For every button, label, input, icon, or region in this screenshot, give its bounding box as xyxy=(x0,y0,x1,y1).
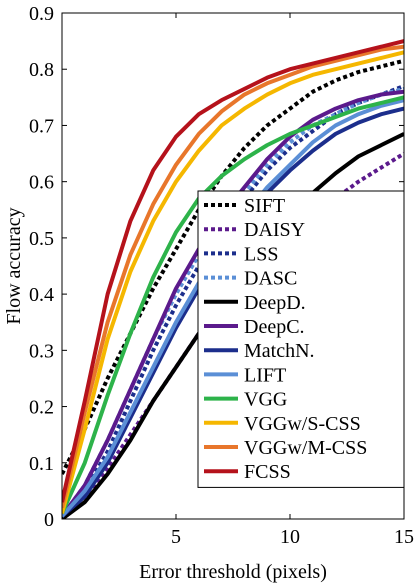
legend-label: MatchN. xyxy=(244,340,315,362)
series-line-sift xyxy=(62,58,404,475)
y-tick-label: 0.9 xyxy=(29,3,54,25)
legend-label: LSS xyxy=(244,243,278,265)
legend-label: DASC xyxy=(244,268,297,290)
y-tick-label: 0 xyxy=(44,509,54,531)
x-axis-label: Error threshold (pixels) xyxy=(139,561,327,583)
series-line-fcss xyxy=(62,39,404,503)
legend-label: DeepD. xyxy=(244,292,306,314)
x-tick-label: 5 xyxy=(171,526,181,548)
series-line-dasc xyxy=(62,86,404,518)
y-tick-label: 0.8 xyxy=(29,59,54,81)
y-tick-label: 0.6 xyxy=(29,172,54,194)
legend-box xyxy=(197,190,405,488)
y-tick-label: 0.2 xyxy=(29,397,54,419)
legend-label: DeepC. xyxy=(244,316,305,338)
y-axis-label: Flow accuracy xyxy=(3,207,25,324)
legend-label: DAISY xyxy=(244,219,305,241)
series-line-vgg xyxy=(62,95,404,515)
series-line-vggw-s-css xyxy=(62,50,404,514)
y-tick-label: 0.3 xyxy=(29,340,54,362)
y-tick-label: 0.1 xyxy=(29,453,54,475)
y-tick-label: 0.5 xyxy=(29,228,54,250)
y-tick-label: 0.7 xyxy=(29,115,54,137)
x-tick-label: 15 xyxy=(394,526,414,548)
legend-label: SIFT xyxy=(244,195,285,217)
legend-label: LIFT xyxy=(244,364,286,386)
x-tick-label: 10 xyxy=(280,526,300,548)
series-line-vggw-m-css xyxy=(62,44,404,509)
legend-label: VGGw/S-CSS xyxy=(244,413,361,435)
legend-label: VGGw/M-CSS xyxy=(244,437,367,459)
legend-label: FCSS xyxy=(244,461,291,483)
legend-label: VGG xyxy=(244,389,287,411)
y-tick-label: 0.4 xyxy=(29,284,54,306)
